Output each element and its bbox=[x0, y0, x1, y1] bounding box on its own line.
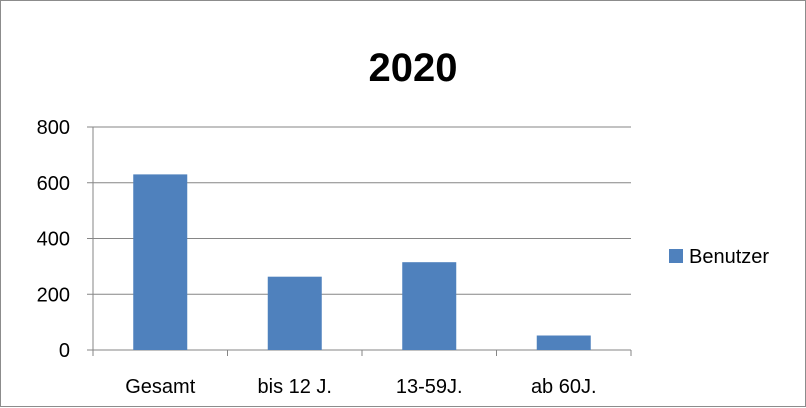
y-tick-label-200: 200 bbox=[37, 284, 70, 306]
chart-title: 2020 bbox=[369, 46, 458, 90]
bar-0 bbox=[133, 174, 188, 350]
y-tick-label-0: 0 bbox=[59, 340, 70, 362]
y-tick-label-600: 600 bbox=[37, 173, 70, 195]
y-tick-label-800: 800 bbox=[37, 117, 70, 139]
bars bbox=[133, 174, 591, 350]
x-tick-labels: Gesamt bis 12 J. 13-59J. ab 60J. bbox=[125, 376, 596, 398]
bar-1 bbox=[267, 276, 322, 350]
y-tick-label-400: 400 bbox=[37, 229, 70, 251]
x-tick-label-2: 13-59J. bbox=[396, 376, 463, 398]
x-tick-label-1: bis 12 J. bbox=[258, 376, 332, 398]
bar-2 bbox=[402, 262, 457, 350]
legend-swatch-benutzer bbox=[669, 249, 683, 263]
bar-3 bbox=[536, 335, 591, 350]
x-tick-label-3: ab 60J. bbox=[531, 376, 597, 398]
y-tick-labels: 0 200 400 600 800 bbox=[37, 117, 70, 362]
legend-label-benutzer: Benutzer bbox=[689, 246, 769, 268]
x-tick-label-0: Gesamt bbox=[125, 376, 195, 398]
legend: Benutzer bbox=[669, 246, 769, 268]
